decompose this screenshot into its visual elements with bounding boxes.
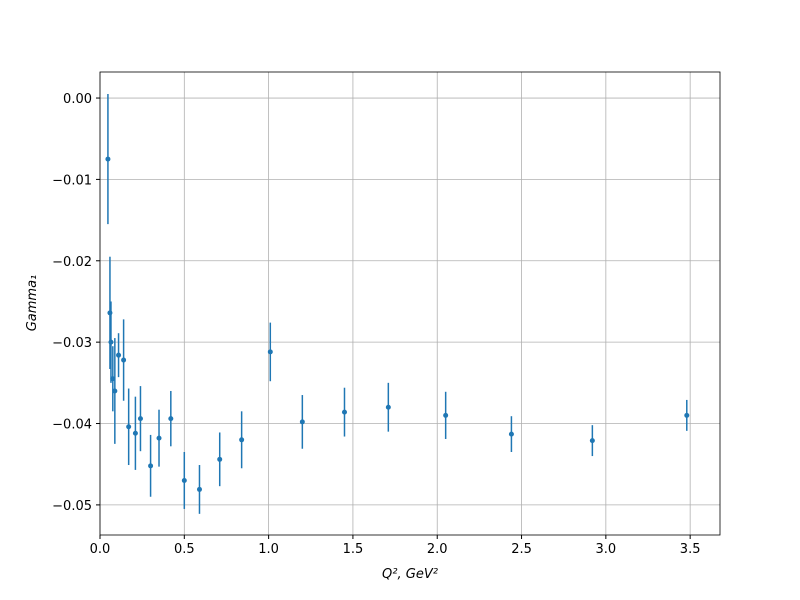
- data-point: [132, 430, 138, 436]
- data-point: [443, 412, 449, 418]
- data-point: [589, 438, 595, 444]
- data-point: [267, 349, 273, 355]
- data-point: [684, 412, 690, 418]
- data-point: [110, 376, 116, 382]
- data-point: [108, 339, 114, 345]
- y-tick-label: −0.04: [52, 418, 92, 433]
- data-point: [116, 352, 122, 358]
- data-point: [508, 431, 514, 437]
- data-point: [299, 419, 305, 425]
- y-tick-label: −0.02: [52, 255, 92, 270]
- data-point: [121, 357, 127, 363]
- data-point: [239, 437, 245, 443]
- y-tick-label: −0.01: [52, 173, 92, 188]
- y-tick-label: −0.03: [52, 336, 92, 351]
- y-tick-label: −0.05: [52, 499, 92, 514]
- x-tick-label: 3.0: [596, 542, 617, 557]
- data-point: [105, 156, 111, 162]
- data-point: [148, 463, 154, 469]
- data-point: [385, 404, 391, 410]
- data-point: [168, 416, 174, 422]
- x-tick-label: 0.0: [90, 542, 111, 557]
- x-tick-label: 0.5: [174, 542, 195, 557]
- x-tick-label: 1.0: [258, 542, 279, 557]
- x-tick-label: 3.5: [680, 542, 701, 557]
- data-point: [217, 456, 223, 462]
- x-axis-label: Q², GeV²: [382, 567, 438, 582]
- y-axis-label: Gamma₁: [25, 275, 40, 332]
- data-point: [137, 416, 143, 422]
- data-point: [112, 388, 118, 394]
- plot-frame: [99, 71, 721, 536]
- x-tick-label: 1.5: [343, 542, 364, 557]
- data-point: [156, 435, 162, 441]
- data-point: [181, 477, 187, 483]
- x-tick-label: 2.0: [427, 542, 448, 557]
- data-point: [341, 409, 347, 415]
- data-point: [126, 424, 132, 430]
- x-tick-label: 2.5: [511, 542, 532, 557]
- data-point: [196, 486, 202, 492]
- y-tick-label: 0.00: [63, 92, 92, 107]
